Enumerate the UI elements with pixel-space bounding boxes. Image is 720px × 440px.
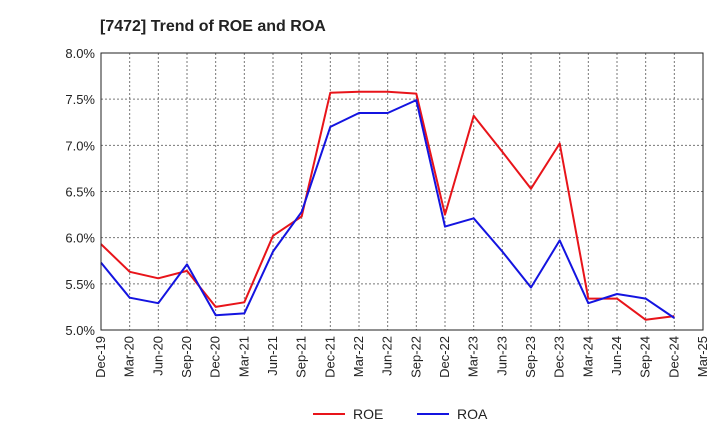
x-tick-label: Mar-21 bbox=[236, 336, 251, 377]
legend-label-roe: ROE bbox=[353, 406, 383, 422]
x-tick-label: Sep-20 bbox=[179, 336, 194, 378]
x-tick-label: Mar-20 bbox=[122, 336, 137, 377]
x-tick-label: Mar-23 bbox=[466, 336, 481, 377]
x-tick-label: Jun-22 bbox=[380, 336, 395, 376]
x-tick-label: Dec-20 bbox=[208, 336, 223, 378]
x-tick-label: Jun-20 bbox=[150, 336, 165, 376]
x-tick-label: Dec-23 bbox=[552, 336, 567, 378]
series-line-roa bbox=[100, 99, 675, 319]
x-tick-label: Dec-24 bbox=[666, 336, 681, 378]
x-tick-label: Jun-23 bbox=[494, 336, 509, 376]
x-tick-label: Dec-22 bbox=[437, 336, 452, 378]
x-tick-label: Sep-22 bbox=[408, 336, 423, 378]
y-tick-label: 7.5% bbox=[65, 92, 95, 107]
y-tick-label: 5.5% bbox=[65, 277, 95, 292]
plot-frame bbox=[100, 52, 704, 331]
x-tick-label: Jun-24 bbox=[609, 336, 624, 376]
chart-series bbox=[100, 90, 675, 321]
chart-legend: ROE ROA bbox=[313, 406, 488, 422]
x-tick-label: Mar-24 bbox=[580, 336, 595, 377]
x-tick-label: Jun-21 bbox=[265, 336, 280, 376]
y-tick-label: 6.5% bbox=[65, 185, 95, 200]
x-tick-label: Sep-21 bbox=[294, 336, 309, 378]
y-axis-labels: 5.0% 5.5% 6.0% 6.5% 7.0% 7.5% 8.0% bbox=[65, 46, 95, 338]
x-axis-labels: Dec-19 Mar-20 Jun-20 Sep-20 Dec-20 Mar-21 Jun-… bbox=[93, 336, 710, 378]
x-tick-label: Sep-24 bbox=[638, 336, 653, 378]
x-tick-label: Mar-22 bbox=[351, 336, 366, 377]
y-tick-label: 8.0% bbox=[65, 46, 95, 61]
y-tick-label: 5.0% bbox=[65, 323, 95, 338]
x-tick-label: Dec-21 bbox=[322, 336, 337, 378]
chart-title: [7472] Trend of ROE and ROA bbox=[100, 18, 326, 35]
x-tick-label: Mar-25 bbox=[695, 336, 710, 377]
x-tick-label: Dec-19 bbox=[93, 336, 108, 378]
x-tick-label: Sep-23 bbox=[523, 336, 538, 378]
y-tick-label: 7.0% bbox=[65, 138, 95, 153]
legend-label-roa: ROA bbox=[457, 406, 488, 422]
y-tick-label: 6.0% bbox=[65, 231, 95, 246]
chart-grid bbox=[101, 53, 703, 330]
